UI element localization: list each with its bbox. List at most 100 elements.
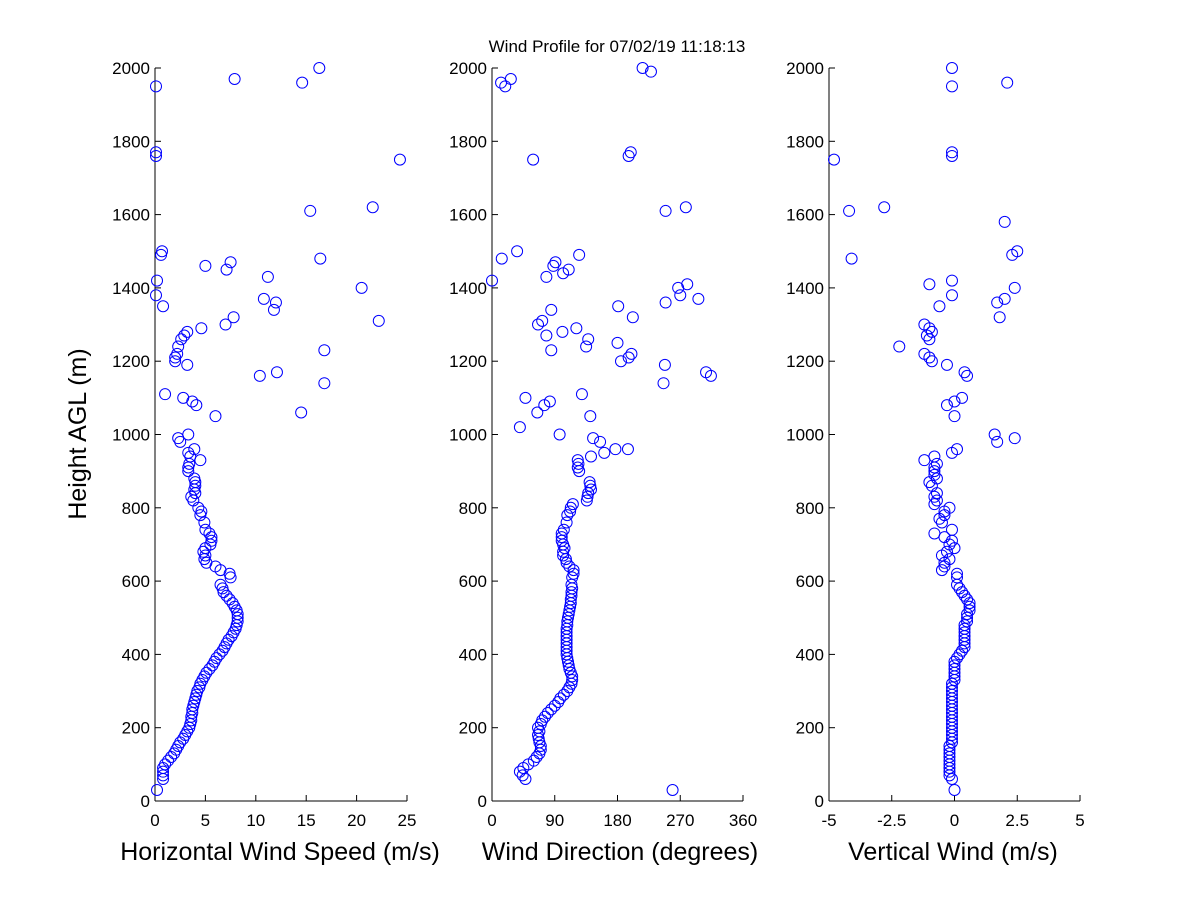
vertical-data-point xyxy=(945,274,958,287)
speed-y-tick-label: 800 xyxy=(122,499,150,518)
vertical-data-point xyxy=(925,355,938,368)
speed-data-point xyxy=(393,153,406,166)
vertical-data-point xyxy=(945,146,958,159)
vertical-data-point xyxy=(928,498,941,511)
vertical-data-point xyxy=(928,465,941,478)
speed-data-point xyxy=(318,344,331,357)
direction-data-point xyxy=(622,351,635,364)
direction-data-point xyxy=(584,410,597,423)
speed-x-tick-label: 10 xyxy=(246,811,265,830)
vertical-data-point xyxy=(948,410,961,423)
speed-data-point xyxy=(182,428,195,441)
vertical-data-point xyxy=(991,296,1004,309)
vertical-data-point xyxy=(956,391,969,404)
vertical-data-point xyxy=(918,347,931,360)
speed-y-tick-label: 400 xyxy=(122,645,150,664)
direction-data-point xyxy=(572,457,585,470)
speed-data-point xyxy=(304,204,317,217)
direction-data-point xyxy=(570,322,583,335)
direction-data-point xyxy=(658,358,671,371)
speed-data-point xyxy=(261,270,274,283)
vertical-data-point xyxy=(956,644,969,657)
speed-data-point xyxy=(175,333,188,346)
speed-data-point xyxy=(219,318,232,331)
direction-y-tick-label: 400 xyxy=(459,645,487,664)
speed-data-point xyxy=(172,340,185,353)
vertical-data-point xyxy=(928,527,941,540)
direction-data-point xyxy=(495,252,508,265)
vertical-data-point xyxy=(961,611,974,624)
vertical-data-point xyxy=(943,747,956,760)
direction-x-tick-label: 180 xyxy=(603,811,631,830)
vertical-data-point xyxy=(958,366,971,379)
direction-data-point xyxy=(626,311,639,324)
speed-data-point xyxy=(169,355,182,368)
direction-data-point xyxy=(666,784,679,797)
speed-y-tick-label: 1800 xyxy=(112,132,150,151)
direction-y-tick-label: 1600 xyxy=(449,206,487,225)
speed-data-point xyxy=(188,472,201,485)
speed-y-tick-label: 1400 xyxy=(112,279,150,298)
speed-data-point xyxy=(199,259,212,272)
speed-x-tick-label: 25 xyxy=(398,811,417,830)
speed-data-point xyxy=(220,589,233,602)
direction-data-point xyxy=(557,523,570,536)
speed-data-point xyxy=(151,784,164,797)
speed-data-point xyxy=(210,652,223,665)
direction-data-point xyxy=(519,391,532,404)
vertical-data-point xyxy=(878,201,891,214)
direction-data-point xyxy=(566,674,579,687)
speed-data-point xyxy=(182,465,195,478)
direction-data-point xyxy=(513,765,526,778)
speed-data-point xyxy=(295,406,308,419)
speed-data-point xyxy=(214,578,227,591)
direction-data-point xyxy=(545,344,558,357)
speed-y-tick-label: 600 xyxy=(122,572,150,591)
direction-data-point xyxy=(536,314,549,327)
speed-data-point xyxy=(313,62,326,74)
y-axis-label: Height AGL (m) xyxy=(64,348,92,519)
vertical-data-point xyxy=(1011,245,1024,258)
vertical-data-point xyxy=(943,501,956,514)
direction-data-point xyxy=(580,494,593,507)
direction-y-tick-label: 1800 xyxy=(449,132,487,151)
direction-data-point xyxy=(556,325,569,338)
direction-data-point xyxy=(563,560,576,573)
direction-data-point xyxy=(567,567,580,580)
direction-y-tick-label: 600 xyxy=(459,572,487,591)
speed-y-tick-label: 0 xyxy=(141,792,150,811)
direction-data-point xyxy=(598,446,611,459)
speed-data-point xyxy=(228,72,241,85)
plot-direction: 0 200 400 600 800 1000 1200 1400 1600 1800 2000 0 90… xyxy=(449,59,758,866)
vertical-data-point xyxy=(943,740,956,753)
direction-data-point xyxy=(571,461,584,474)
vertical-data-point xyxy=(843,204,856,217)
direction-data-point xyxy=(560,556,573,569)
vertical-data-point xyxy=(928,450,941,463)
vertical-data-point xyxy=(953,582,966,595)
vertical-data-point xyxy=(948,659,961,672)
speed-data-point xyxy=(318,377,331,390)
speed-data-point xyxy=(195,322,208,335)
vertical-data-point xyxy=(945,523,958,536)
direction-data-point xyxy=(625,347,638,360)
direction-data-point xyxy=(567,564,580,577)
speed-data-point xyxy=(157,765,170,778)
direction-data-point xyxy=(583,476,596,489)
direction-data-point xyxy=(541,707,554,720)
vertical-data-point xyxy=(948,395,961,408)
direction-data-point xyxy=(585,450,598,463)
vertical-data-point xyxy=(961,608,974,621)
vertical-data-point xyxy=(940,358,953,371)
speed-data-point xyxy=(314,252,327,265)
direction-y-tick-label: 0 xyxy=(478,792,487,811)
speed-data-point xyxy=(269,296,282,309)
direction-x-tick-label: 0 xyxy=(487,811,496,830)
speed-data-point xyxy=(220,263,233,276)
speed-data-point xyxy=(150,80,163,93)
speed-data-point xyxy=(267,303,280,316)
speed-data-point xyxy=(296,76,309,89)
direction-data-point xyxy=(553,428,566,441)
vertical-data-point xyxy=(935,516,948,529)
speed-y-tick-label: 1200 xyxy=(112,352,150,371)
